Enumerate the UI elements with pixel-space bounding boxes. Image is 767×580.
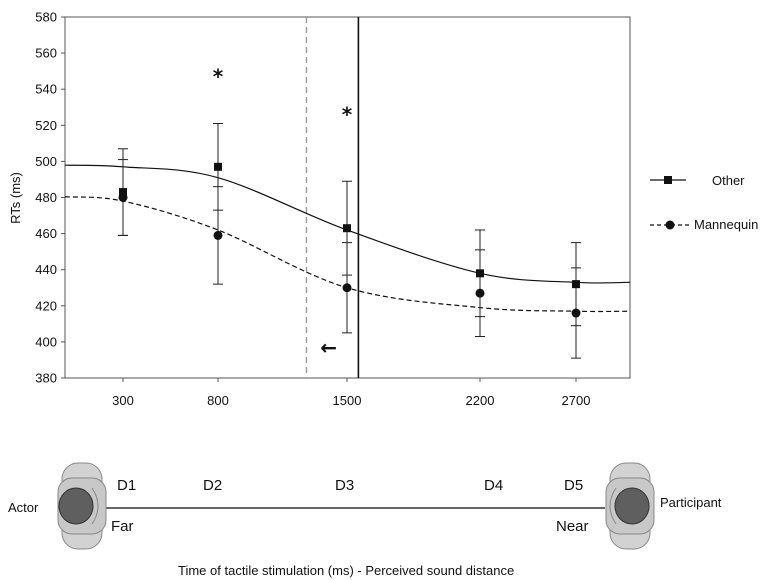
significance-marker: * (342, 102, 353, 126)
x-axis: 300 800 1500 2200 2700 (112, 378, 590, 408)
x-tick-label: 1500 (333, 393, 362, 408)
scale-label-d2: D2 (203, 477, 222, 494)
reference-lines (305, 17, 360, 378)
data-point-mannequin (342, 283, 352, 293)
data-point-other (214, 162, 222, 171)
scale-label-d4: D4 (484, 477, 503, 494)
legend-label-other: Other (712, 173, 745, 188)
scale-label-d3: D3 (335, 477, 354, 494)
y-tick-label: 420 (35, 298, 57, 313)
data-point-other (572, 280, 580, 289)
data-markers (118, 162, 581, 318)
y-tick-label: 520 (35, 118, 57, 133)
actor-label: Actor (8, 500, 39, 515)
x-tick-label: 2200 (466, 393, 495, 408)
participant-head-icon (605, 462, 655, 550)
x-axis-label: Time of tactile stimulation (ms) - Perce… (178, 563, 514, 578)
y-tick-label: 400 (35, 334, 57, 349)
near-label: Near (556, 518, 589, 535)
scale-label-d5: D5 (564, 477, 583, 494)
x-tick-label: 2700 (562, 393, 591, 408)
data-point-mannequin (475, 288, 485, 298)
data-point-other (476, 269, 484, 278)
data-point-mannequin (118, 193, 128, 202)
legend-item-mannequin: Mannequin (650, 217, 758, 232)
y-tick-label: 500 (35, 154, 57, 169)
y-axis-label: RTs (ms) (8, 172, 23, 224)
scale-label-d1: D1 (117, 477, 136, 494)
y-tick-label: 380 (35, 371, 57, 386)
actor-head-icon (57, 462, 107, 550)
y-axis: 380 400 420 440 460 480 500 520 540 560 580 (35, 10, 65, 386)
x-tick-label: 300 (112, 393, 134, 408)
distance-scale: D1 D2 D3 D4 D5 Far Near Actor Participan… (8, 477, 722, 578)
significance-marker: * (213, 65, 224, 89)
participant-label: Participant (660, 495, 722, 510)
x-tick-label: 800 (207, 393, 229, 408)
annotations: * * ← (213, 65, 353, 360)
far-label: Far (111, 518, 134, 535)
legend-item-other: Other (650, 173, 745, 188)
y-tick-label: 580 (35, 10, 57, 25)
y-tick-label: 440 (35, 262, 57, 277)
error-bars (118, 122, 581, 359)
data-point-other (119, 188, 127, 197)
legend: Other Mannequin (650, 173, 758, 232)
y-tick-label: 560 (35, 46, 57, 61)
y-tick-label: 460 (35, 226, 57, 241)
y-tick-label: 540 (35, 82, 57, 97)
data-point-mannequin (571, 308, 581, 318)
y-tick-label: 480 (35, 190, 57, 205)
shift-arrow: ← (320, 335, 337, 359)
legend-label-mannequin: Mannequin (694, 217, 758, 232)
data-point-mannequin (213, 230, 223, 240)
data-point-other (343, 224, 351, 233)
